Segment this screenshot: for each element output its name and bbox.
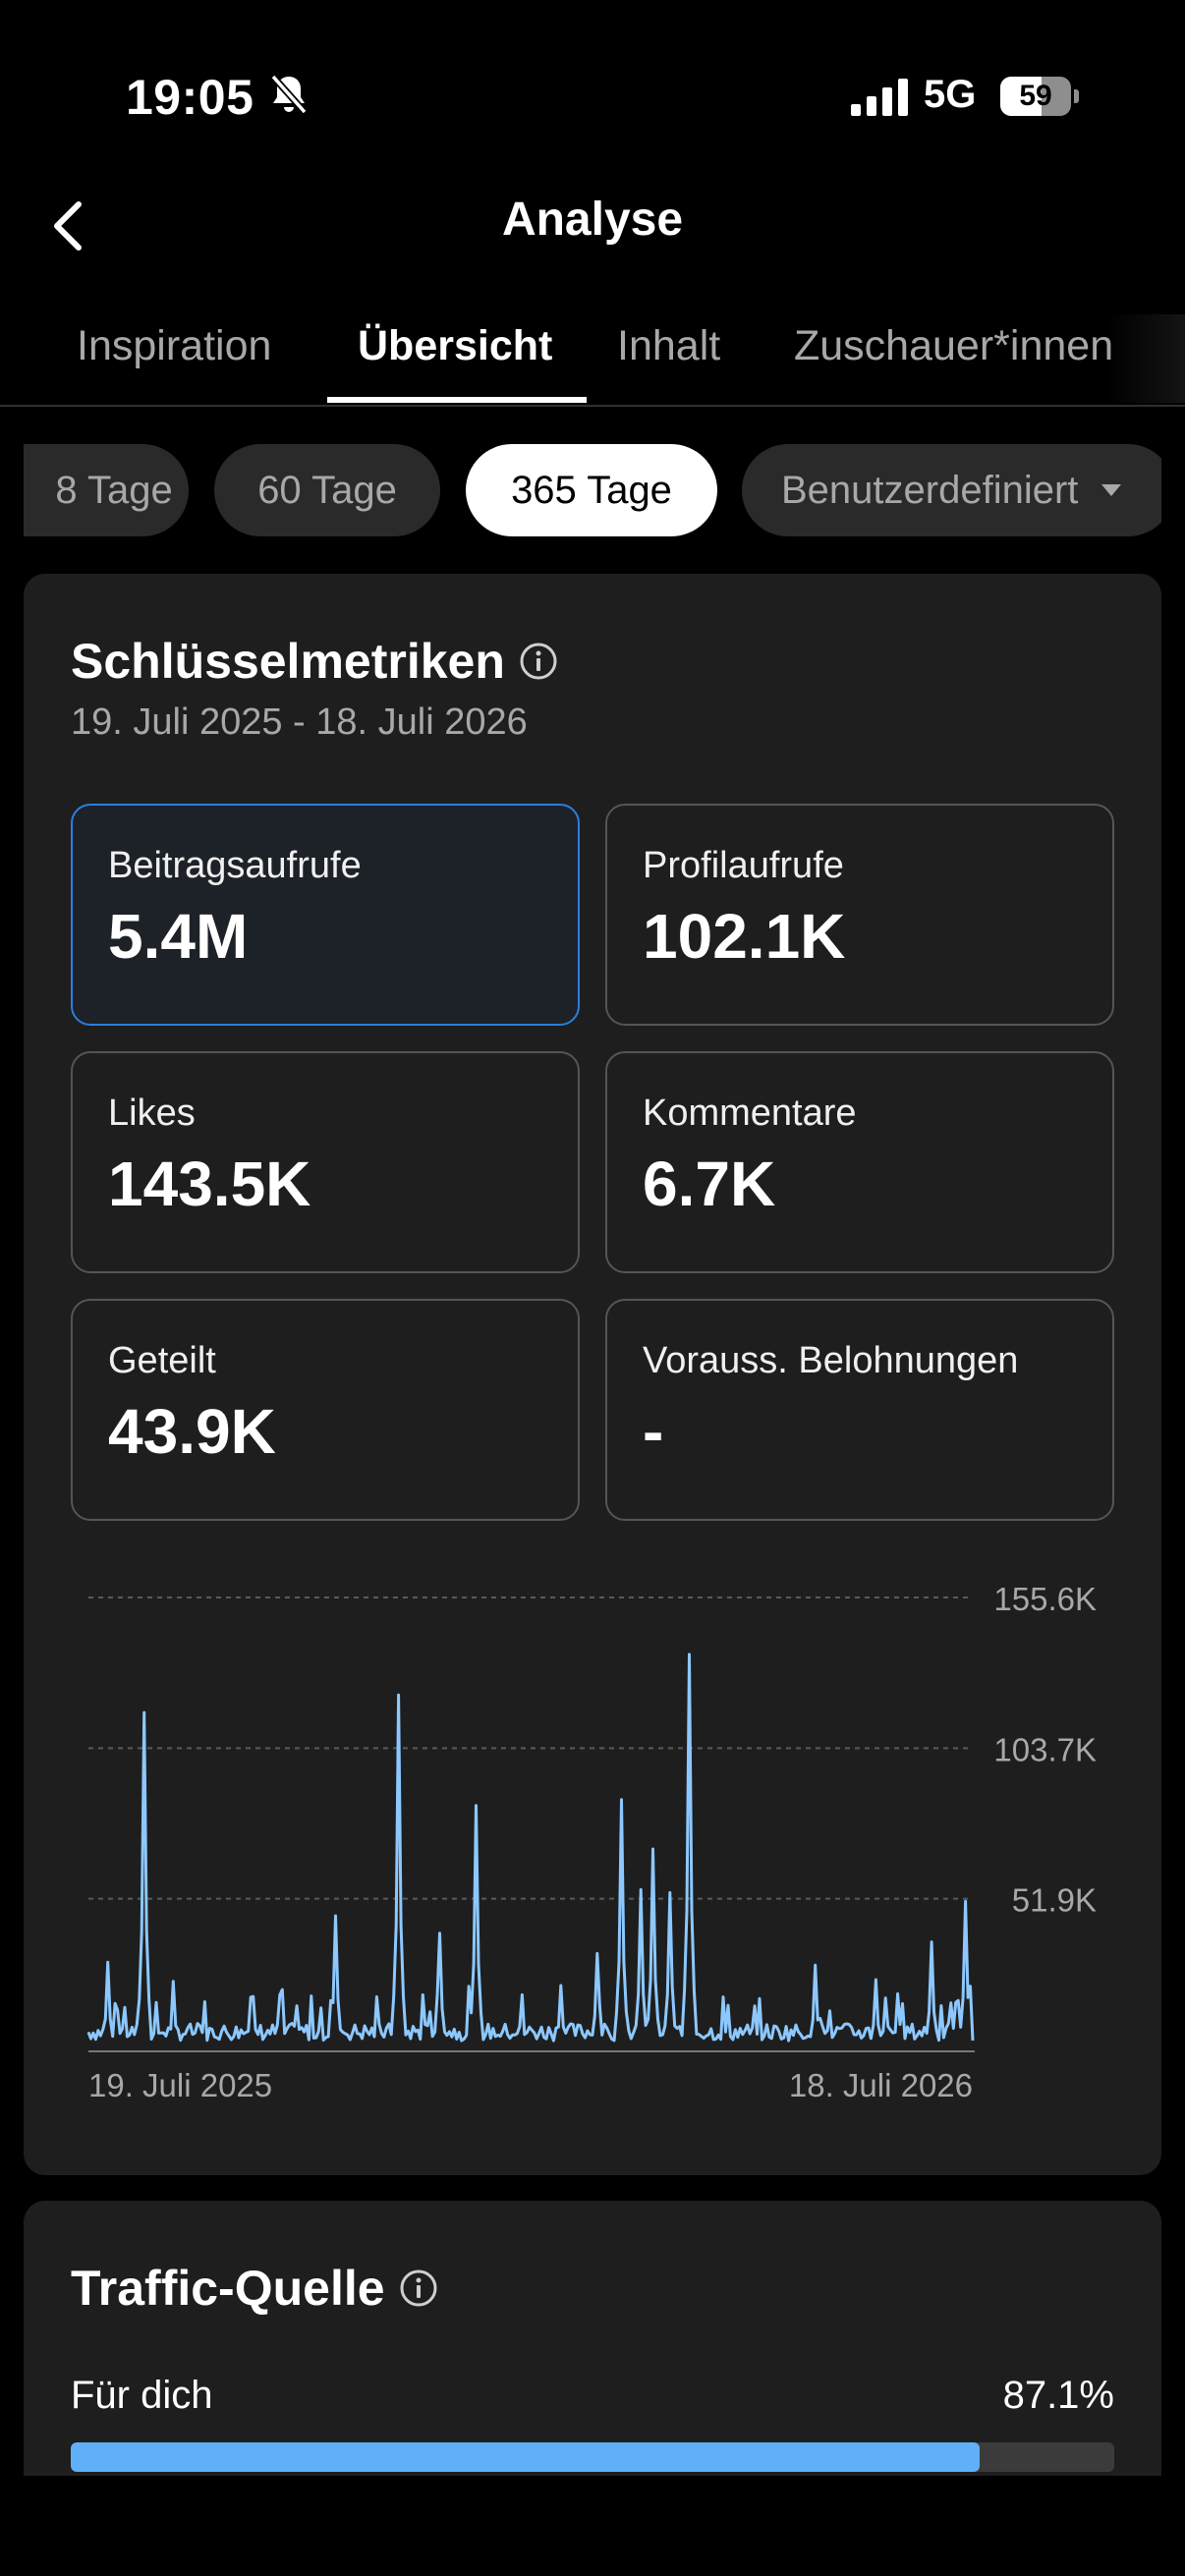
metric-label: Geteilt [108, 1340, 216, 1381]
traffic-row-value: 87.1% [1002, 2374, 1114, 2417]
chart-peak-point [333, 1913, 339, 1919]
metric-value: 43.9K [108, 1396, 276, 1467]
bell-muted-icon [270, 74, 308, 115]
chart-peak-point [650, 1846, 656, 1852]
metric-value: 6.7K [643, 1148, 776, 1219]
metric-tile-likes[interactable]: Likes 143.5K [71, 1051, 580, 1273]
chart-peak-point [474, 1803, 480, 1809]
metric-tile-kommentare[interactable]: Kommentare 6.7K [605, 1051, 1114, 1273]
key-metrics-title-row: Schlüsselmetriken [71, 633, 558, 690]
tab-inhalt[interactable]: Inhalt [617, 322, 721, 369]
range-chip-60-tage[interactable]: 60 Tage [214, 444, 440, 536]
chart-y-tick-label: 51.9K [1012, 1882, 1097, 1919]
chart-peak-point [248, 1994, 254, 2000]
metric-value: 102.1K [643, 901, 846, 972]
chart-x-end-label: 18. Juli 2026 [789, 2067, 973, 2103]
date-range: 19. Juli 2025 - 18. Juli 2026 [71, 701, 528, 743]
chart-peak-point [396, 1692, 402, 1698]
range-chip-label: 60 Tage [257, 468, 397, 512]
tab-bar: Inspiration Übersicht Inhalt Zuschauer*i… [0, 314, 1185, 407]
back-button[interactable] [39, 192, 98, 260]
range-chip-label: Benutzerdefiniert [781, 468, 1079, 512]
tab-zuschauer[interactable]: Zuschauer*innen [794, 322, 1114, 369]
chart-peak-point [752, 2003, 758, 2009]
status-time: 19:05 [126, 70, 254, 125]
traffic-row-label: Für dich [71, 2374, 213, 2417]
range-chip-label: 365 Tage [511, 468, 672, 512]
traffic-progress-bar [71, 2442, 1114, 2472]
chart-peak-point [667, 1889, 673, 1895]
metric-label: Profilaufrufe [643, 845, 844, 886]
caret-down-icon [1101, 484, 1122, 496]
chart-peak-point [437, 1931, 443, 1936]
chart-peak-point [687, 1652, 693, 1657]
battery-percent: 59 [1019, 80, 1052, 112]
chart-peak-point [618, 1797, 624, 1803]
key-metrics-title: Schlüsselmetriken [71, 634, 505, 689]
chart-peak-point [963, 1898, 969, 1904]
chart-y-tick-label: 155.6K [993, 1581, 1097, 1617]
chart-peak-point [873, 1977, 878, 1983]
metric-tile-vorauss-belohnungen[interactable]: Vorauss. Belohnungen - [605, 1299, 1114, 1521]
tab-inspiration[interactable]: Inspiration [77, 322, 272, 369]
range-chip-365-tage[interactable]: 365 Tage [466, 444, 717, 536]
chart-series-line [86, 1652, 975, 2043]
views-line-chart[interactable]: 51.9K 103.7K 155.6K 19. Juli 2025 18. Juli 2… [24, 574, 1161, 2175]
active-tab-indicator [327, 397, 587, 403]
metric-tile-profilaufrufe[interactable]: Profilaufrufe 102.1K [605, 804, 1114, 1026]
range-chip-label: 8 Tage [55, 468, 173, 512]
battery-fill [1000, 77, 1043, 116]
metric-value: 5.4M [108, 901, 249, 972]
chart-peak-point [558, 1983, 564, 1988]
range-selector: 8 Tage 60 Tage 365 Tage Benutzerdefinier… [24, 444, 1161, 536]
metric-label: Likes [108, 1092, 196, 1134]
status-bar: 19:05 5G 59 [0, 0, 1185, 187]
chart-x-start-label: 19. Juli 2025 [88, 2067, 272, 2103]
traffic-title-row: Traffic-Quelle [71, 2260, 438, 2317]
metric-tile-beitragsaufrufe[interactable]: Beitragsaufrufe 5.4M [71, 804, 580, 1026]
chart-peak-point [813, 1962, 818, 1968]
chart-y-tick-label: 103.7K [993, 1731, 1097, 1767]
metric-value: - [643, 1396, 664, 1467]
tabs-scroll-fade [1106, 314, 1185, 403]
battery-icon: 59 [1000, 77, 1079, 116]
chart-peak-point [638, 1886, 644, 1892]
info-icon[interactable] [519, 642, 558, 681]
chart-peak-point [170, 1988, 176, 1994]
traffic-progress-fill [71, 2442, 980, 2472]
metric-label: Vorauss. Belohnungen [643, 1340, 1019, 1381]
page-title: Analyse [501, 194, 684, 246]
metric-tile-geteilt[interactable]: Geteilt 43.9K [71, 1299, 580, 1521]
range-chip-benutzerdefiniert[interactable]: Benutzerdefiniert [742, 444, 1161, 536]
traffic-title: Traffic-Quelle [71, 2261, 385, 2316]
metric-label: Kommentare [643, 1092, 857, 1134]
chart-peak-point [929, 1939, 934, 1945]
bottom-area [0, 2476, 1185, 2576]
range-chip-8-tage[interactable]: 8 Tage [24, 444, 189, 536]
chart-peak-point [105, 1959, 111, 1965]
info-icon[interactable] [399, 2268, 438, 2308]
signal-icon [851, 79, 908, 116]
metric-value: 143.5K [108, 1148, 311, 1219]
network-type: 5G [924, 73, 977, 116]
key-metrics-card: Schlüsselmetriken 19. Juli 2025 - 18. Ju… [24, 574, 1161, 2175]
chart-peak-point [594, 1950, 600, 1956]
chart-peak-point [141, 1709, 147, 1715]
tab-uebersicht[interactable]: Übersicht [358, 322, 553, 369]
chevron-left-icon [54, 201, 82, 251]
metric-label: Beitragsaufrufe [108, 845, 362, 886]
